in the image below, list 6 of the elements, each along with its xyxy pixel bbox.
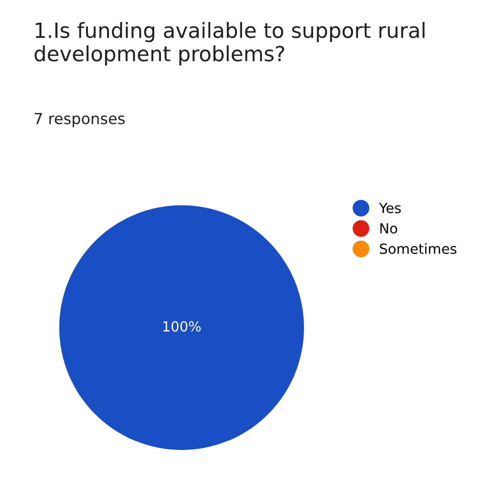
data-label: 100% <box>163 321 201 332</box>
legend-label: Yes <box>379 202 401 214</box>
chart-title: 1.Is funding available to support rural development problems? <box>34 22 424 66</box>
legend-label: Sometimes <box>380 243 456 254</box>
chart-subtitle: 7 responses <box>34 112 125 128</box>
legend-label: No <box>380 223 398 234</box>
